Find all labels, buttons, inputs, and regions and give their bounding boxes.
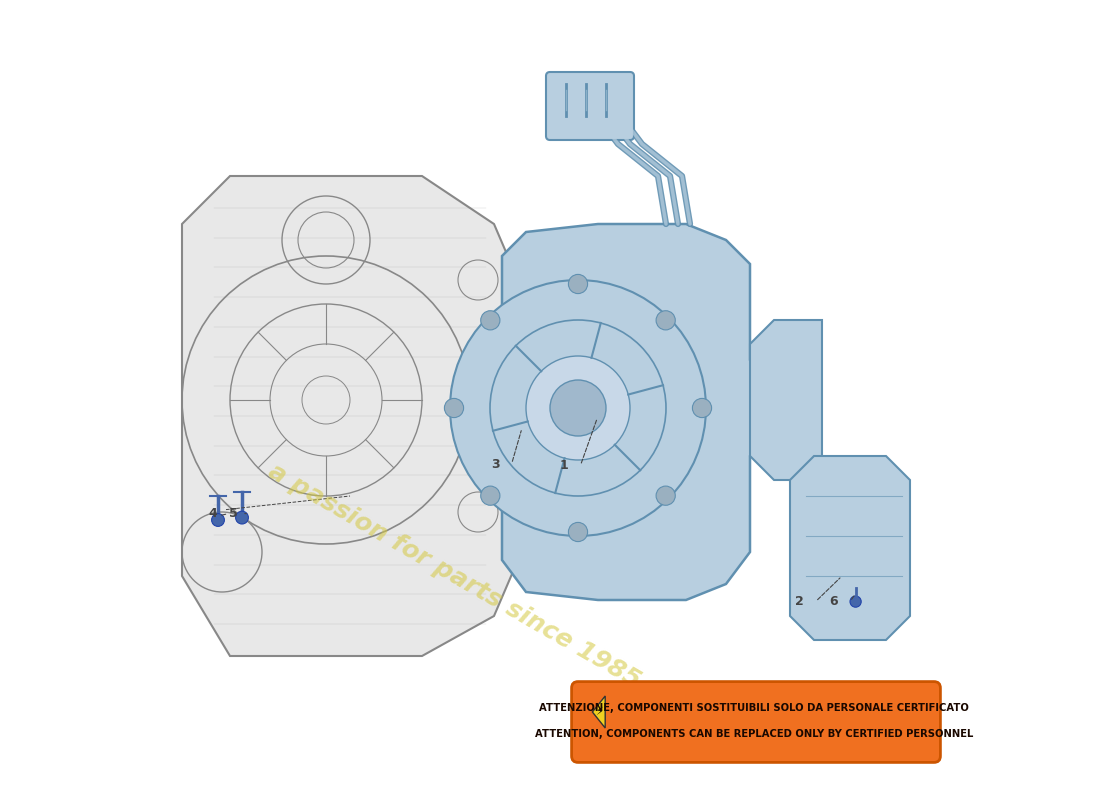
Text: 6: 6 (829, 595, 838, 608)
Circle shape (692, 398, 712, 418)
FancyBboxPatch shape (546, 72, 634, 140)
Circle shape (211, 514, 224, 526)
Polygon shape (182, 176, 518, 656)
Text: ATTENZIONE, COMPONENTI SOSTITUIBILI SOLO DA PERSONALE CERTIFICATO: ATTENZIONE, COMPONENTI SOSTITUIBILI SOLO… (539, 703, 969, 713)
Polygon shape (790, 456, 910, 640)
Circle shape (569, 274, 587, 294)
Circle shape (550, 380, 606, 436)
Circle shape (444, 398, 463, 418)
Circle shape (850, 596, 861, 607)
Text: ⚡: ⚡ (595, 707, 603, 717)
Circle shape (481, 486, 499, 506)
Polygon shape (750, 320, 822, 480)
Text: 4: 4 (208, 507, 217, 520)
Circle shape (656, 486, 675, 506)
Text: 2: 2 (795, 595, 804, 608)
Circle shape (481, 310, 499, 330)
Circle shape (569, 522, 587, 542)
Polygon shape (502, 224, 774, 600)
Text: 5: 5 (229, 507, 238, 520)
Circle shape (450, 280, 706, 536)
Circle shape (235, 511, 249, 524)
Text: ATTENTION, COMPONENTS CAN BE REPLACED ONLY BY CERTIFIED PERSONNEL: ATTENTION, COMPONENTS CAN BE REPLACED ON… (535, 729, 974, 738)
Circle shape (526, 356, 630, 460)
Circle shape (490, 320, 666, 496)
FancyBboxPatch shape (572, 682, 940, 762)
Text: a passion for parts since 1985: a passion for parts since 1985 (264, 459, 645, 693)
Circle shape (656, 310, 675, 330)
Polygon shape (593, 696, 605, 728)
Text: 3: 3 (492, 458, 499, 470)
Text: 1: 1 (560, 459, 569, 472)
